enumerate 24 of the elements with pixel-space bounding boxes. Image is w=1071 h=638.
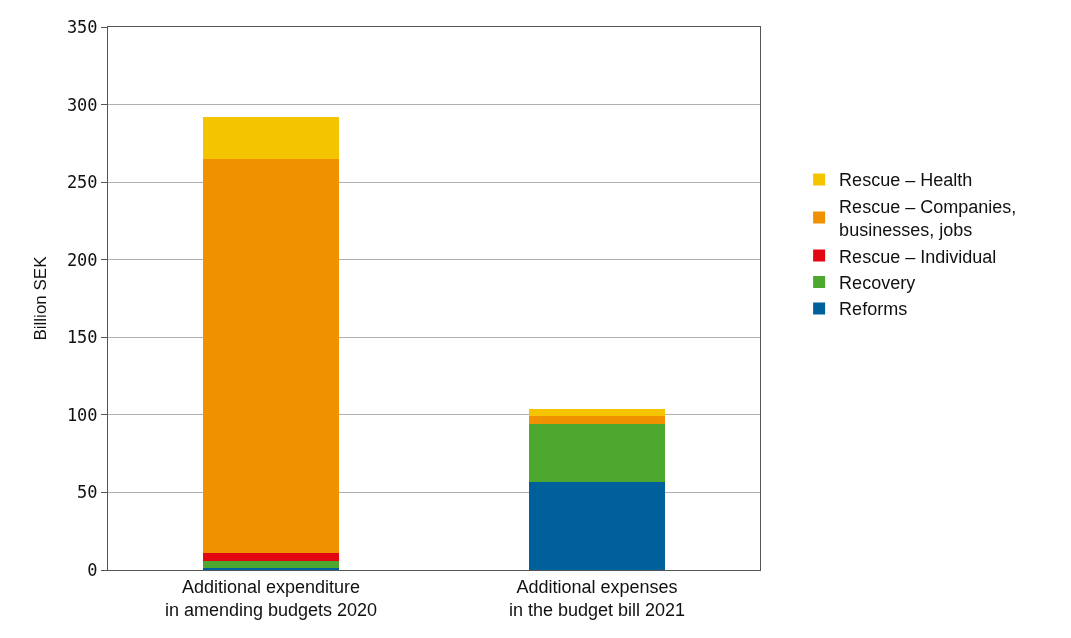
x-tick-label: Additional expenses in the budget bill 2021 xyxy=(508,576,686,620)
legend-label: Rescue – Companies, businesses, jobs xyxy=(839,196,1017,241)
bar xyxy=(202,116,340,159)
y-tick-label: 100 xyxy=(66,404,98,425)
legend-label: Reforms xyxy=(839,299,908,320)
y-tick-label: 150 xyxy=(66,327,98,348)
y-tick-label: 50 xyxy=(77,482,98,503)
x-tick-label: Additional expenditure in amending budgets 2020 xyxy=(164,576,378,620)
bar xyxy=(202,158,340,553)
bar xyxy=(528,481,666,570)
legend-label: Rescue – Individual xyxy=(839,246,997,267)
legend-label: Recovery xyxy=(839,273,916,294)
y-tick-label: 200 xyxy=(66,249,98,270)
bar xyxy=(528,416,666,425)
bar xyxy=(202,560,340,569)
y-tick-label: 0 xyxy=(87,559,98,580)
legend-label: Rescue – Health xyxy=(839,170,973,191)
y-axis-title: Billion SEK xyxy=(31,255,51,341)
y-tick-label: 350 xyxy=(66,16,98,37)
y-tick-label: 300 xyxy=(66,94,98,115)
bar xyxy=(528,424,666,482)
bar xyxy=(202,552,340,561)
y-tick-label: 250 xyxy=(66,172,98,193)
bar xyxy=(528,408,666,417)
